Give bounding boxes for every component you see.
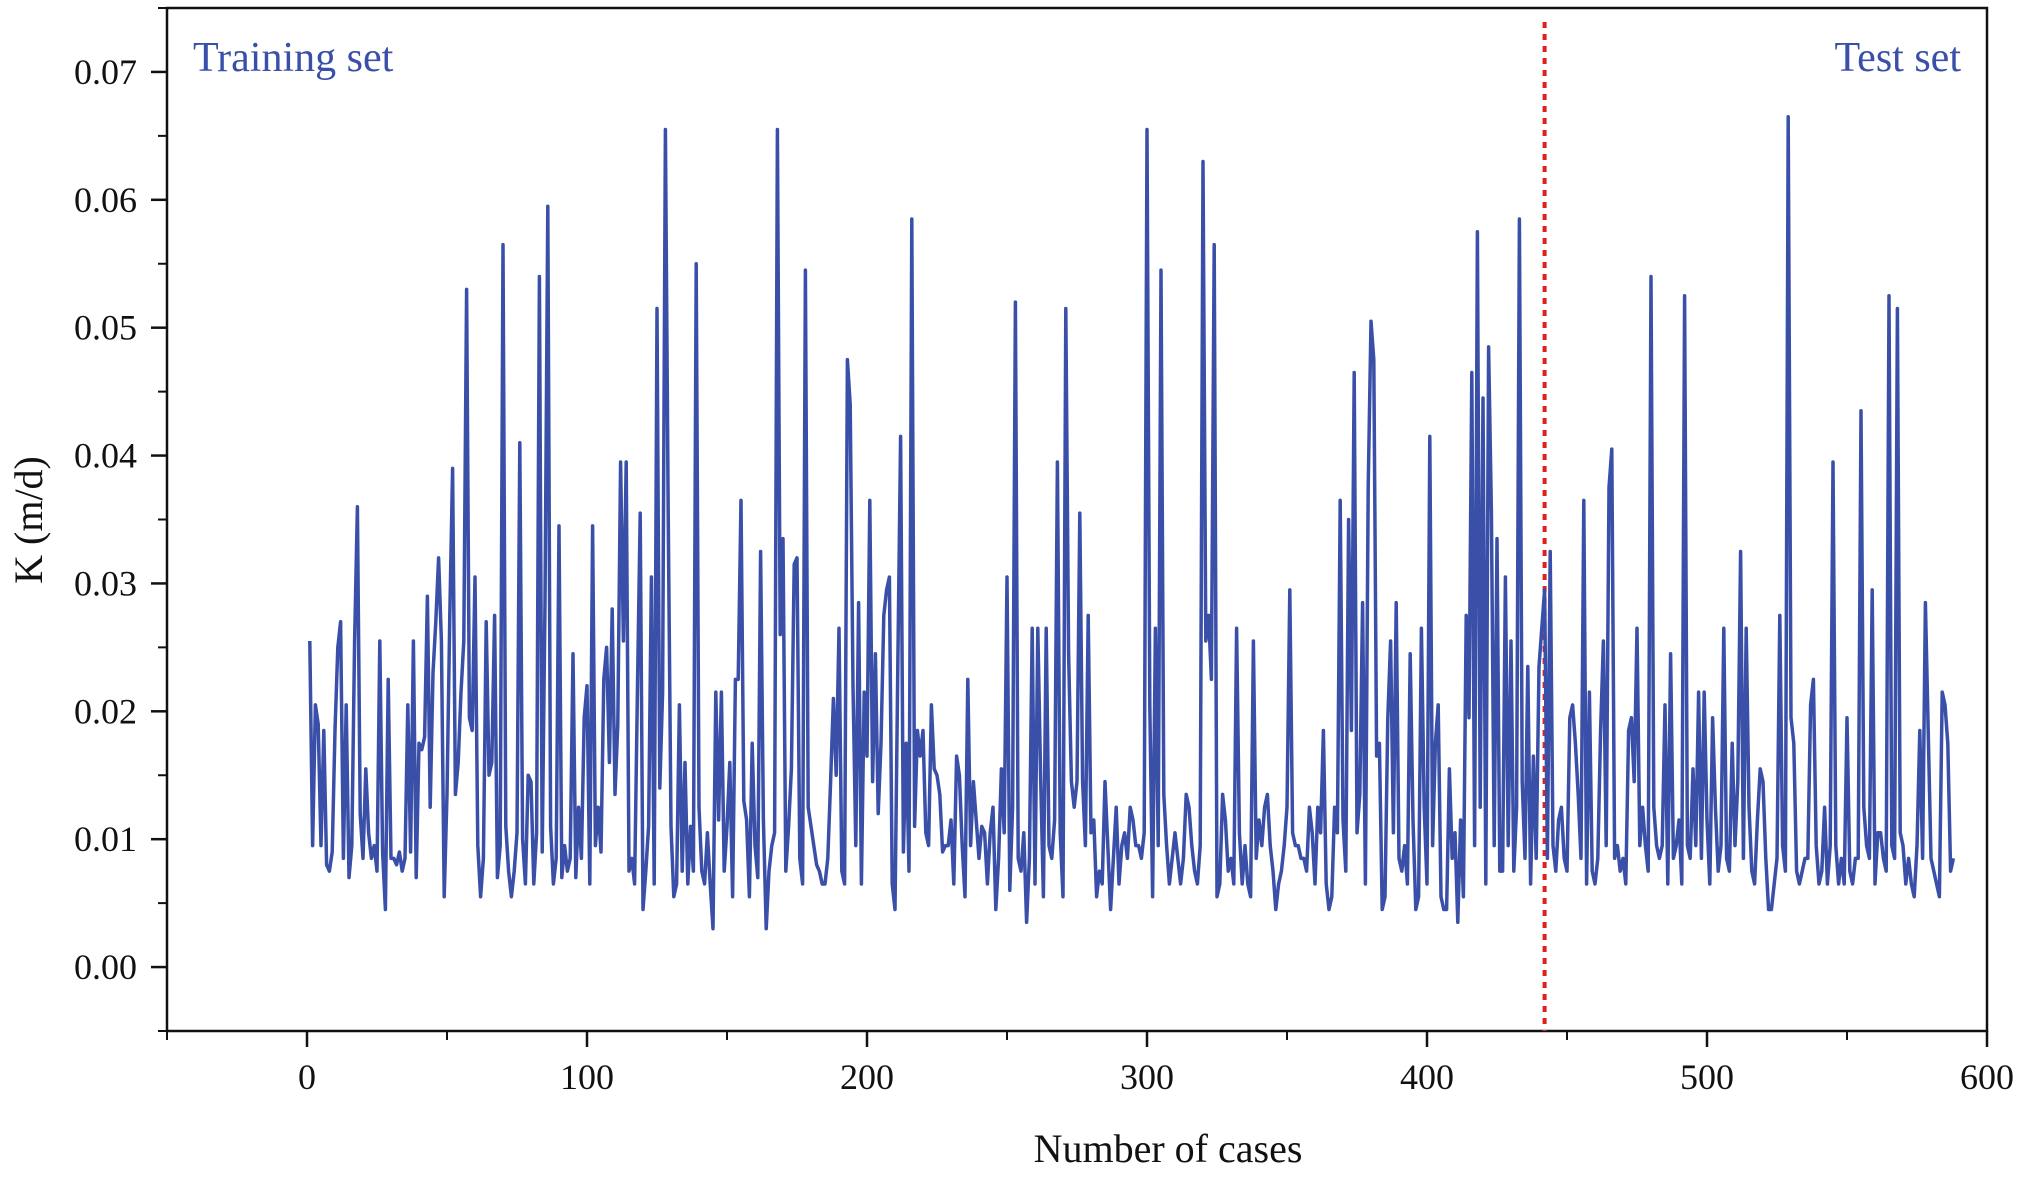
x-axis-title: Number of cases: [1034, 1126, 1303, 1171]
y-tick-label: 0.06: [74, 180, 137, 220]
y-axis-title: K (m/d): [6, 456, 51, 584]
x-tick-label: 200: [840, 1057, 894, 1097]
test-set-label: Test set: [1834, 35, 1961, 81]
y-tick-label: 0.00: [74, 947, 137, 987]
x-tick-label: 600: [1960, 1057, 2014, 1097]
y-tick-label: 0.05: [74, 308, 137, 348]
x-tick-label: 0: [298, 1057, 316, 1097]
y-axis-ticks: 0.00 0.01 0.02 0.03 0.04 0.05 0.06 0.07: [74, 7, 167, 1032]
training-set-label: Training set: [193, 35, 394, 81]
y-tick-label: 0.07: [74, 52, 137, 92]
x-tick-label: 100: [560, 1057, 614, 1097]
y-tick-label: 0.02: [74, 691, 137, 731]
x-tick-label: 300: [1120, 1057, 1174, 1097]
y-tick-label: 0.01: [74, 819, 137, 859]
x-tick-label: 500: [1680, 1057, 1734, 1097]
x-axis-ticks: 0 100 200 300 400 500 600: [166, 1031, 2014, 1097]
y-tick-label: 0.04: [74, 436, 137, 476]
y-tick-label: 0.03: [74, 563, 137, 603]
plot-frame: [165, 6, 1989, 1033]
x-tick-label: 400: [1400, 1057, 1454, 1097]
series-line-k: [308, 114, 1956, 931]
